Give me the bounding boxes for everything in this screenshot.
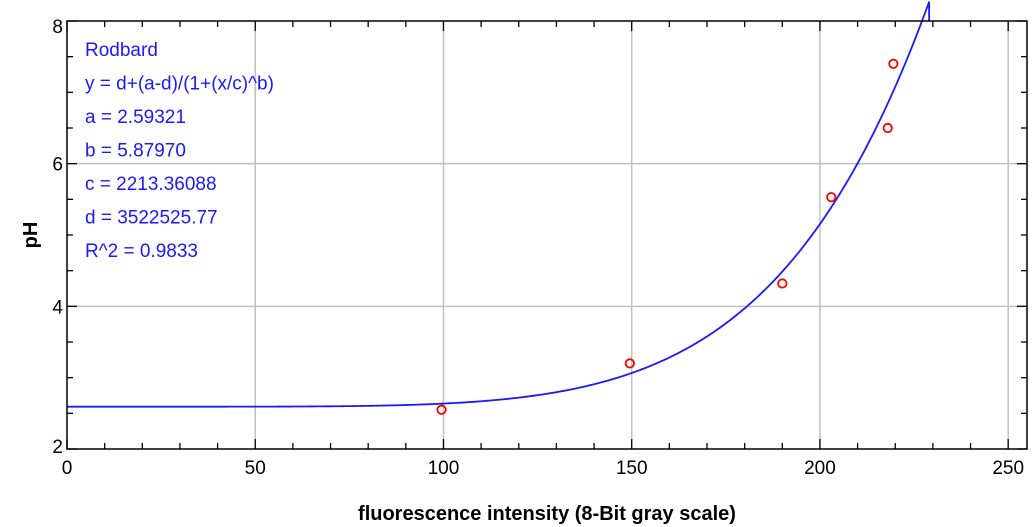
data-point: [777, 278, 788, 289]
fit-annotation: Rodbard y = d+(a-d)/(1+(x/c)^b) a = 2.59…: [85, 40, 274, 262]
y-tick-label: 8: [52, 17, 63, 38]
tick-labels: 0 50 100 150 200 250 2 4 6 8: [52, 17, 1024, 479]
x-axis-title: fluorescence intensity (8-Bit gray scale…: [358, 503, 736, 525]
annotation-line: Rodbard: [85, 40, 158, 61]
x-tick-label: 50: [245, 458, 266, 479]
y-tick-label: 2: [52, 437, 63, 458]
annotation-line: c = 2213.36088: [85, 174, 217, 195]
data-point: [826, 192, 837, 203]
data-point: [882, 122, 893, 134]
fit-curve: [67, 1, 931, 408]
x-tick-label: 100: [428, 458, 460, 479]
points-layer: [436, 58, 899, 415]
x-tick-label: 150: [616, 458, 648, 479]
data-point: [888, 58, 899, 69]
x-tick-label: 200: [804, 458, 836, 479]
fit-layer: [67, 1, 931, 408]
data-point: [624, 358, 635, 369]
ticks: [66, 20, 1027, 450]
annotation-line: b = 5.87970: [85, 141, 186, 162]
y-tick-label: 6: [52, 155, 63, 176]
x-tick-label: 250: [992, 458, 1024, 479]
y-tick-label: 4: [52, 297, 63, 318]
annotation-line: a = 2.59321: [85, 107, 186, 128]
data-point: [436, 404, 447, 415]
annotation-line: d = 3522525.77: [85, 208, 218, 229]
grid: [67, 21, 1027, 449]
annotation-line: y = d+(a-d)/(1+(x/c)^b): [85, 74, 274, 95]
annotation-line: R^2 = 0.9833: [85, 241, 198, 262]
x-tick-label: 0: [62, 458, 73, 479]
y-axis-title: pH: [20, 222, 42, 249]
